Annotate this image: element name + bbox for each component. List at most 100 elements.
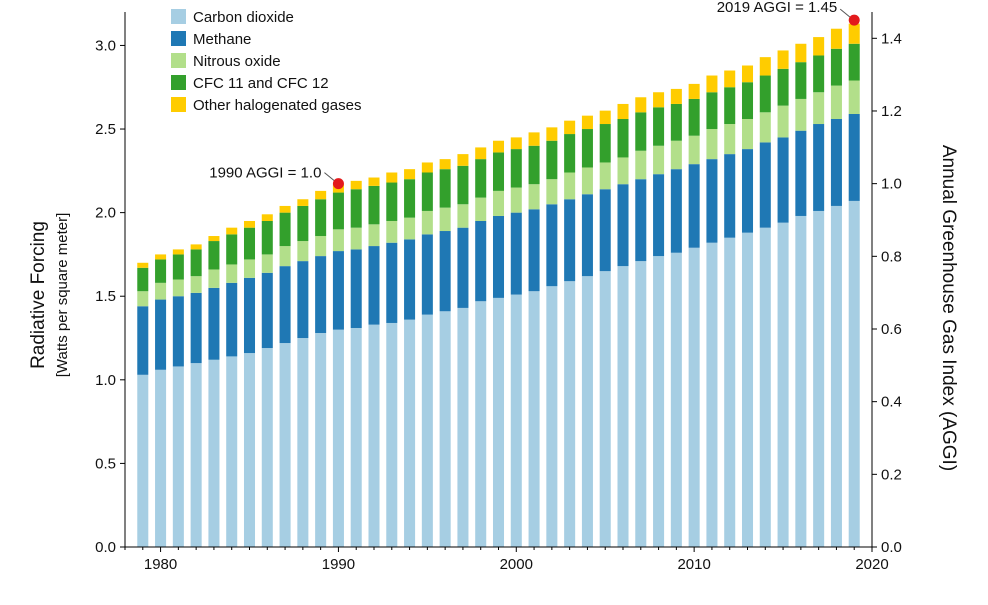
bar-segment-2004-s3 [581, 129, 593, 168]
bar-segment-1999-s3 [492, 152, 505, 191]
bar-segment-2003-s3 [564, 134, 576, 173]
bar-segment-1995-s3 [421, 172, 433, 211]
bar-segment-2014-s0 [759, 227, 771, 548]
bar-segment-2019-s2 [848, 80, 860, 114]
bar-segment-1991-s4 [350, 180, 362, 190]
bar-segment-2014-s3 [759, 75, 771, 113]
bar-segment-1996-s4 [439, 159, 451, 170]
bar-segment-2001-s3 [528, 145, 540, 185]
bar-segment-2016-s0 [795, 215, 807, 547]
y2-axis-title: Annual Greenhouse Gas Index (AGGI) [938, 145, 959, 471]
bar-segment-1993-s0 [386, 322, 398, 547]
bar-segment-1979-s2 [137, 291, 149, 307]
bar-segment-2009-s1 [670, 169, 682, 253]
y-tick-label: 2.0 [95, 205, 116, 222]
legend-label-1: Methane [193, 31, 251, 48]
x-tick-label: 1980 [144, 556, 177, 573]
legend-swatch-3 [171, 75, 186, 90]
bar-segment-1991-s3 [350, 189, 362, 228]
bar-segment-2002-s3 [546, 140, 558, 180]
bar-segment-1987-s2 [279, 246, 291, 267]
bar-segment-1998-s2 [475, 197, 487, 221]
bar-segment-2015-s1 [777, 137, 789, 223]
bar-segment-2007-s1 [635, 179, 647, 262]
bar-segment-1982-s0 [190, 363, 202, 547]
bar-segment-2001-s1 [528, 209, 540, 292]
bar-segment-2002-s0 [546, 286, 558, 547]
bar-segment-2015-s4 [777, 50, 789, 69]
bar-segment-2013-s4 [741, 65, 754, 83]
bar-segment-1994-s0 [404, 319, 416, 548]
bar-segment-1999-s4 [492, 140, 505, 153]
bar-segment-1987-s0 [279, 343, 291, 547]
y2-tick-label: 1.2 [881, 103, 902, 120]
legend-swatch-2 [171, 53, 186, 68]
bar-segment-1981-s4 [172, 249, 184, 255]
bar-segment-2005-s4 [599, 110, 611, 125]
bar-segment-1980-s3 [155, 259, 167, 283]
bar-segment-1989-s0 [315, 333, 327, 547]
bar-segment-2005-s1 [599, 189, 611, 272]
bar-segment-2014-s2 [759, 112, 771, 143]
bar-segment-2004-s4 [581, 115, 593, 130]
bar-segment-1986-s3 [261, 220, 273, 255]
bar-segment-2008-s0 [653, 256, 665, 547]
bar-segment-1988-s4 [297, 199, 309, 206]
bar-segment-2002-s2 [546, 179, 558, 205]
bar-segment-1979-s3 [137, 267, 149, 292]
bar-segment-1984-s2 [226, 264, 238, 283]
bar-segment-2000-s4 [510, 137, 522, 150]
bar-segment-2016-s4 [795, 43, 807, 63]
bar-segment-2011-s3 [706, 92, 718, 130]
bar-segment-2007-s0 [635, 261, 647, 547]
bar-segment-2017-s1 [813, 124, 825, 211]
bar-segment-1996-s0 [439, 311, 451, 547]
bar-segment-2016-s2 [795, 98, 807, 131]
y2-tick-label: 1.4 [881, 30, 902, 47]
bar-segment-2018-s3 [830, 48, 842, 86]
bar-segment-1992-s4 [368, 177, 380, 186]
bar-segment-1989-s1 [315, 256, 327, 333]
bar-segment-1998-s4 [475, 147, 487, 160]
bar-segment-1994-s3 [404, 179, 416, 218]
bar-segment-2014-s1 [759, 142, 771, 228]
bar-segment-1980-s0 [155, 369, 167, 547]
bar-segment-1995-s2 [421, 210, 433, 235]
bar-segment-1993-s2 [386, 220, 398, 243]
bar-segment-1993-s4 [386, 172, 398, 183]
bar-segment-1985-s0 [243, 353, 256, 547]
bar-segment-2008-s1 [653, 174, 665, 257]
bar-segment-2005-s0 [599, 271, 611, 547]
annotation-1990-marker [332, 178, 344, 190]
bar-segment-2008-s2 [653, 145, 665, 175]
bar-segment-2013-s3 [741, 82, 754, 119]
bar-segment-1986-s0 [261, 348, 273, 547]
x-tick-label: 2020 [855, 556, 888, 573]
bar-segment-1989-s2 [315, 236, 327, 257]
bar-segment-2012-s0 [724, 237, 736, 547]
bar-segment-1996-s1 [439, 231, 451, 312]
bar-segment-1986-s2 [261, 254, 273, 273]
annotation-2019-label: 2019 AGGI = 1.45 [717, 0, 838, 16]
y2-tick-label: 0.8 [881, 248, 902, 265]
bar-segment-2009-s3 [670, 103, 682, 141]
bar-segment-2017-s2 [813, 92, 825, 125]
bar-segment-1997-s1 [457, 227, 469, 308]
bar-segment-1992-s0 [368, 324, 380, 547]
bar-segment-2009-s4 [670, 88, 682, 104]
bar-segment-2000-s1 [510, 212, 522, 295]
bar-segment-1983-s0 [208, 359, 220, 547]
annotations-group: 1990 AGGI = 1.0 2019 AGGI = 1.45 [209, 0, 860, 190]
bar-segment-2011-s4 [706, 75, 718, 93]
y-tick-label: 0.5 [95, 455, 116, 472]
bar-segment-2008-s3 [653, 107, 665, 146]
bar-segment-1979-s0 [137, 374, 149, 547]
bar-segment-2005-s3 [599, 124, 611, 163]
bar-segment-1984-s1 [226, 282, 238, 357]
bar-segment-2004-s1 [581, 194, 593, 277]
bar-segment-1982-s3 [190, 249, 202, 277]
bar-segment-2018-s0 [830, 205, 842, 547]
bar-segment-1984-s3 [226, 234, 238, 265]
bar-segment-1989-s4 [315, 190, 327, 200]
bar-segment-1984-s0 [226, 356, 238, 547]
